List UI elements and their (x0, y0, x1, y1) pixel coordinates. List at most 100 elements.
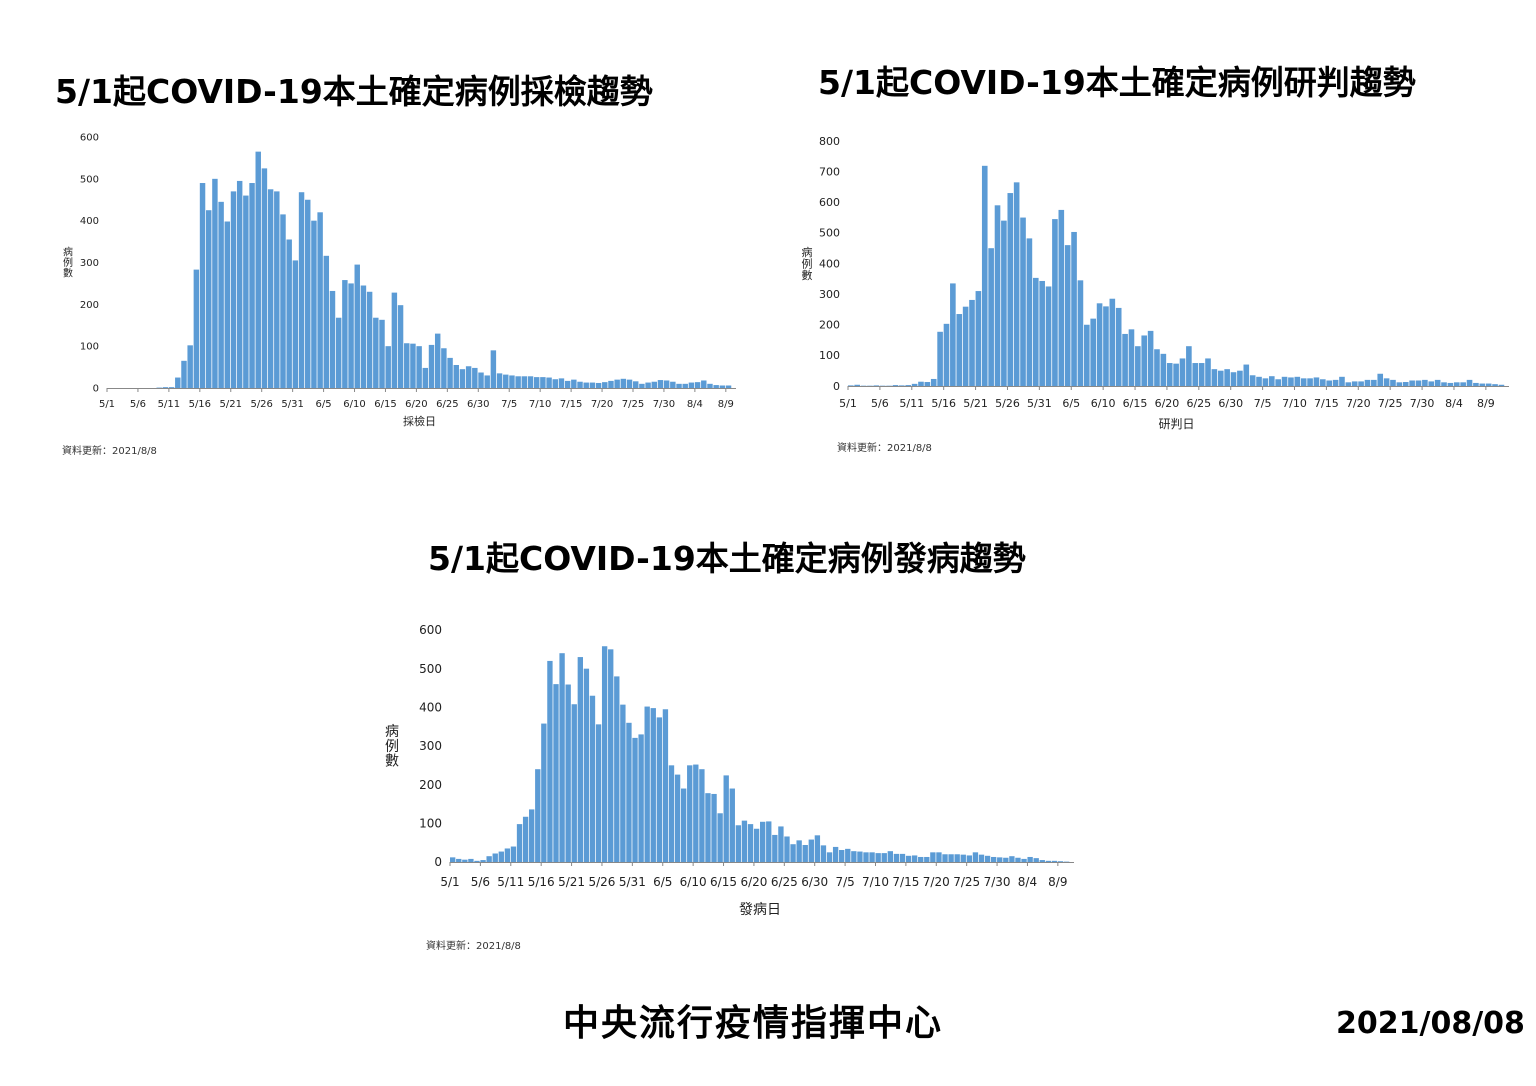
x-tick-label: 7/20 (591, 399, 613, 410)
bar (1013, 182, 1020, 386)
bar (760, 821, 766, 862)
bar (1021, 858, 1027, 862)
bar (498, 851, 504, 862)
bar (1422, 379, 1428, 387)
bar (899, 385, 905, 386)
bar (614, 676, 620, 862)
bar (960, 854, 966, 862)
bar (480, 860, 486, 862)
bar (1447, 382, 1454, 386)
x-tick-label: 5/11 (899, 397, 924, 410)
bar (869, 852, 875, 862)
x-tick-label: 5/1 (99, 399, 115, 410)
bar (1466, 379, 1473, 387)
y-tick-label: 200 (819, 319, 840, 332)
x-tick-label: 5/26 (588, 875, 615, 889)
bar (905, 385, 912, 386)
bar (984, 855, 991, 862)
bar (1186, 346, 1192, 386)
chart-3-update-note: 資料更新：2021/8/8 (426, 941, 521, 952)
bar (863, 852, 869, 862)
x-axis-title: 採檢日 (403, 414, 436, 428)
bar (848, 385, 854, 386)
bar (553, 684, 559, 862)
x-tick-label: 5/11 (158, 399, 180, 410)
chart-1-title: 5/1起COVID-19本土確定病例採檢趨勢 (55, 72, 653, 111)
x-tick-label: 5/11 (497, 875, 524, 889)
bar (329, 290, 336, 388)
bar (887, 851, 893, 862)
bar (981, 165, 988, 386)
y-tick-label: 100 (419, 817, 442, 831)
bar (1339, 376, 1345, 386)
x-tick-label: 6/30 (801, 875, 828, 889)
bar (1015, 857, 1021, 862)
bar (577, 657, 583, 862)
bar (632, 737, 638, 862)
bar (674, 774, 681, 862)
bar (924, 382, 931, 386)
x-tick-label: 7/30 (653, 399, 675, 410)
bar (1026, 238, 1033, 386)
bar (711, 793, 717, 862)
bar (1205, 358, 1211, 386)
bar (668, 765, 675, 862)
bar (1249, 375, 1256, 386)
bar (1009, 856, 1015, 862)
bar (670, 381, 676, 389)
bar (1434, 379, 1441, 387)
bar (533, 377, 540, 388)
bar (701, 380, 707, 388)
bar (1071, 231, 1077, 386)
bar (1313, 377, 1320, 387)
x-tick-label: 7/25 (1378, 397, 1403, 410)
bar (335, 317, 342, 388)
bar (354, 264, 360, 388)
x-tick-label: 7/5 (835, 875, 854, 889)
bar (845, 848, 851, 862)
bar (966, 855, 973, 862)
bar (249, 183, 255, 388)
bar (735, 825, 742, 862)
bar (911, 855, 918, 862)
bar (937, 331, 943, 386)
bar (441, 348, 447, 388)
y-tick-label: 400 (419, 701, 442, 715)
bar (1492, 384, 1498, 386)
bar (504, 848, 511, 862)
bar (688, 382, 695, 388)
bar (1320, 379, 1326, 386)
x-tick-label: 8/9 (718, 399, 734, 410)
bar (162, 387, 169, 388)
bar (707, 383, 713, 388)
bar (317, 212, 323, 388)
bar (802, 844, 808, 862)
bar (484, 375, 490, 388)
chart-2-update-note: 資料更新：2021/8/8 (837, 443, 932, 454)
bar (478, 372, 484, 388)
bar (790, 844, 796, 862)
bar (366, 291, 373, 388)
bar (601, 646, 608, 862)
bar (930, 852, 936, 862)
bar (1262, 378, 1269, 386)
bar (651, 381, 657, 389)
bar (516, 824, 523, 862)
bar (950, 283, 956, 386)
x-tick-label: 6/15 (374, 399, 396, 410)
bar (663, 380, 670, 388)
bar (286, 239, 292, 388)
bar (620, 704, 626, 862)
bar (924, 856, 930, 862)
bar (527, 376, 534, 388)
x-axis-title: 發病日 (739, 902, 781, 918)
bar (814, 835, 821, 862)
bar (1390, 379, 1396, 387)
bar (360, 285, 367, 388)
bar (1243, 364, 1250, 386)
bar (994, 205, 1001, 386)
bar (723, 775, 729, 862)
bar (1058, 209, 1065, 386)
bar (595, 382, 602, 388)
bar (638, 734, 644, 862)
